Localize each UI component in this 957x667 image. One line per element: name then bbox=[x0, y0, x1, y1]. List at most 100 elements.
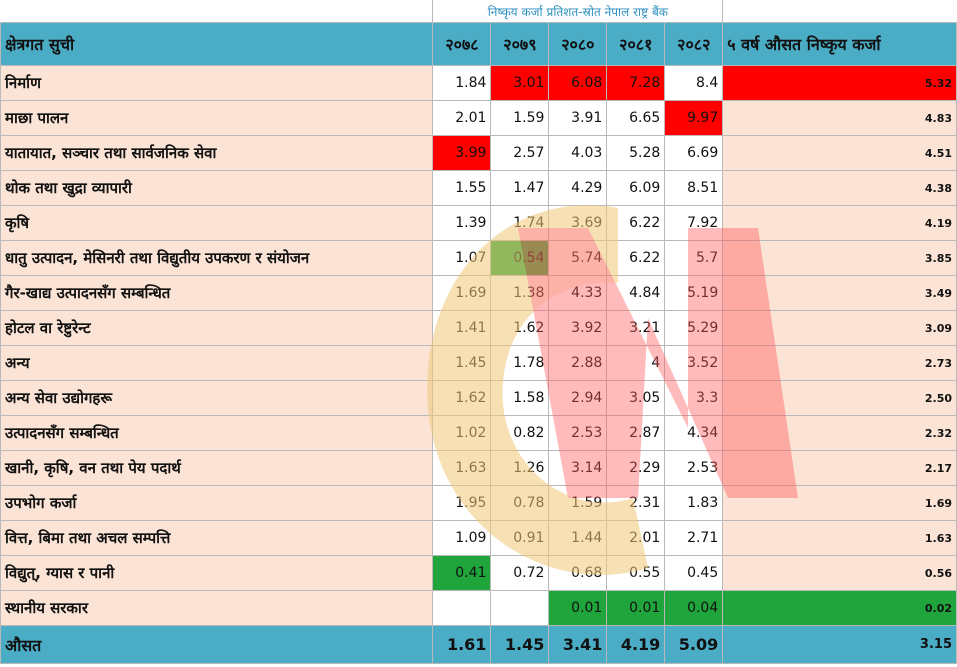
average-value-cell: 1.61 bbox=[432, 625, 492, 664]
five-year-average-cell: 4.38 bbox=[722, 170, 957, 206]
npl-value-cell: 5.7 bbox=[664, 240, 724, 276]
sector-name: विद्युत्, ग्यास र पानी bbox=[0, 555, 434, 591]
source-spacer-right bbox=[723, 0, 957, 23]
npl-value-cell bbox=[432, 590, 492, 626]
npl-value-cell: 3.3 bbox=[664, 380, 724, 416]
npl-value-cell: 0.68 bbox=[548, 555, 608, 591]
average-value-cell: 4.19 bbox=[606, 625, 666, 664]
npl-value-cell: 2.53 bbox=[664, 450, 724, 486]
npl-value-cell: 4 bbox=[606, 345, 666, 381]
npl-value-cell: 1.62 bbox=[490, 310, 550, 346]
npl-value-cell: 1.78 bbox=[490, 345, 550, 381]
npl-value-cell: 1.69 bbox=[432, 275, 492, 311]
sector-name: धातु उत्पादन, मेसिनरी तथा विद्युतीय उपकर… bbox=[0, 240, 434, 276]
table-row: माछा पालन 2.01 1.59 3.91 6.65 9.97 4.83 bbox=[0, 100, 957, 136]
npl-value-cell: 0.72 bbox=[490, 555, 550, 591]
npl-value-cell: 1.84 bbox=[432, 65, 492, 101]
npl-value-cell: 1.58 bbox=[490, 380, 550, 416]
sector-name: उपभोग कर्जा bbox=[0, 485, 434, 521]
npl-value-cell: 3.21 bbox=[606, 310, 666, 346]
source-row: निष्कृय कर्जा प्रतिशत-स्रोत नेपाल राष्ट्… bbox=[1, 0, 957, 23]
npl-value-cell: 3.69 bbox=[548, 205, 608, 241]
npl-value-cell: 2.57 bbox=[490, 135, 550, 171]
npl-value-cell: 1.47 bbox=[490, 170, 550, 206]
sector-name: स्थानीय सरकार bbox=[0, 590, 434, 626]
npl-value-cell: 0.54 bbox=[490, 240, 550, 276]
npl-value-cell: 1.38 bbox=[490, 275, 550, 311]
npl-value-cell: 0.55 bbox=[606, 555, 666, 591]
table-row: निर्माण 1.84 3.01 6.08 7.28 8.4 5.32 bbox=[0, 65, 957, 101]
five-year-average-cell: 2.50 bbox=[722, 380, 957, 416]
npl-value-cell: 6.22 bbox=[606, 240, 666, 276]
npl-value-cell: 6.09 bbox=[606, 170, 666, 206]
npl-value-cell: 3.14 bbox=[548, 450, 608, 486]
five-year-average-cell: 5.32 bbox=[722, 65, 957, 101]
npl-value-cell: 5.19 bbox=[664, 275, 724, 311]
npl-value-cell: 1.74 bbox=[490, 205, 550, 241]
npl-value-cell: 1.55 bbox=[432, 170, 492, 206]
header-year: २०८२ bbox=[664, 22, 724, 66]
five-year-average-cell: 0.02 bbox=[722, 590, 957, 626]
header-year: २०७८ bbox=[432, 22, 492, 66]
sector-name: अन्य सेवा उद्योगहरू bbox=[0, 380, 434, 416]
npl-value-cell: 1.09 bbox=[432, 520, 492, 556]
npl-value-cell: 9.97 bbox=[664, 100, 724, 136]
five-year-average-cell: 3.09 bbox=[722, 310, 957, 346]
average-value-cell: 3.41 bbox=[548, 625, 608, 664]
npl-value-cell: 0.01 bbox=[606, 590, 666, 626]
sector-name: वित्त, बिमा तथा अचल सम्पत्ति bbox=[0, 520, 434, 556]
npl-value-cell: 5.74 bbox=[548, 240, 608, 276]
npl-value-cell: 6.22 bbox=[606, 205, 666, 241]
npl-value-cell: 0.41 bbox=[432, 555, 492, 591]
npl-value-cell: 2.31 bbox=[606, 485, 666, 521]
average-row: औसत 1.61 1.45 3.41 4.19 5.09 3.15 bbox=[0, 625, 957, 664]
five-year-average-cell: 2.17 bbox=[722, 450, 957, 486]
table-row: खानी, कृषि, वन तथा पेय पदार्थ 1.63 1.26 3.1… bbox=[0, 450, 957, 486]
npl-value-cell: 1.62 bbox=[432, 380, 492, 416]
npl-value-cell: 4.33 bbox=[548, 275, 608, 311]
npl-value-cell: 4.03 bbox=[548, 135, 608, 171]
npl-value-cell: 2.88 bbox=[548, 345, 608, 381]
npl-value-cell bbox=[490, 590, 550, 626]
five-year-average-cell: 3.85 bbox=[722, 240, 957, 276]
five-year-average-cell: 4.19 bbox=[722, 205, 957, 241]
table-row: स्थानीय सरकार 0.01 0.01 0.04 0.02 bbox=[0, 590, 957, 626]
npl-value-cell: 3.52 bbox=[664, 345, 724, 381]
source-note: निष्कृय कर्जा प्रतिशत-स्रोत नेपाल राष्ट्… bbox=[432, 0, 724, 23]
npl-value-cell: 2.53 bbox=[548, 415, 608, 451]
npl-value-cell: 2.71 bbox=[664, 520, 724, 556]
five-year-average-cell: 1.63 bbox=[722, 520, 957, 556]
npl-value-cell: 2.94 bbox=[548, 380, 608, 416]
sector-name: माछा पालन bbox=[0, 100, 434, 136]
npl-value-cell: 3.05 bbox=[606, 380, 666, 416]
sector-name: अन्य bbox=[0, 345, 434, 381]
npl-value-cell: 7.28 bbox=[606, 65, 666, 101]
five-year-average-cell: 2.73 bbox=[722, 345, 957, 381]
five-year-average-cell: 0.56 bbox=[722, 555, 957, 591]
sector-name: होटल वा रेष्टुरेन्ट bbox=[0, 310, 434, 346]
sector-name: कृषि bbox=[0, 205, 434, 241]
table-row: यातायात, सञ्चार तथा सार्वजनिक सेवा 3.99 2.… bbox=[0, 135, 957, 171]
header-year: २०८१ bbox=[606, 22, 666, 66]
npl-value-cell: 8.4 bbox=[664, 65, 724, 101]
npl-value-cell: 5.28 bbox=[606, 135, 666, 171]
table-row: गैर-खाद्य उत्पादनसँग सम्बन्धित 1.69 1.38 4.… bbox=[0, 275, 957, 311]
npl-value-cell: 6.65 bbox=[606, 100, 666, 136]
npl-value-cell: 0.01 bbox=[548, 590, 608, 626]
table-row: अन्य सेवा उद्योगहरू 1.62 1.58 2.94 3.05 3.3 2.… bbox=[0, 380, 957, 416]
average-label: औसत bbox=[0, 625, 434, 664]
table-row: अन्य 1.45 1.78 2.88 4 3.52 2.73 bbox=[0, 345, 957, 381]
overall-five-year-average: 3.15 bbox=[722, 625, 957, 664]
npl-value-cell: 1.07 bbox=[432, 240, 492, 276]
npl-value-cell: 6.69 bbox=[664, 135, 724, 171]
npl-value-cell: 5.29 bbox=[664, 310, 724, 346]
npl-value-cell: 2.01 bbox=[606, 520, 666, 556]
npl-value-cell: 1.59 bbox=[490, 100, 550, 136]
npl-value-cell: 1.41 bbox=[432, 310, 492, 346]
npl-value-cell: 1.44 bbox=[548, 520, 608, 556]
five-year-average-cell: 3.49 bbox=[722, 275, 957, 311]
header-sector: क्षेत्रगत सुची bbox=[0, 22, 434, 66]
average-value-cell: 5.09 bbox=[664, 625, 724, 664]
